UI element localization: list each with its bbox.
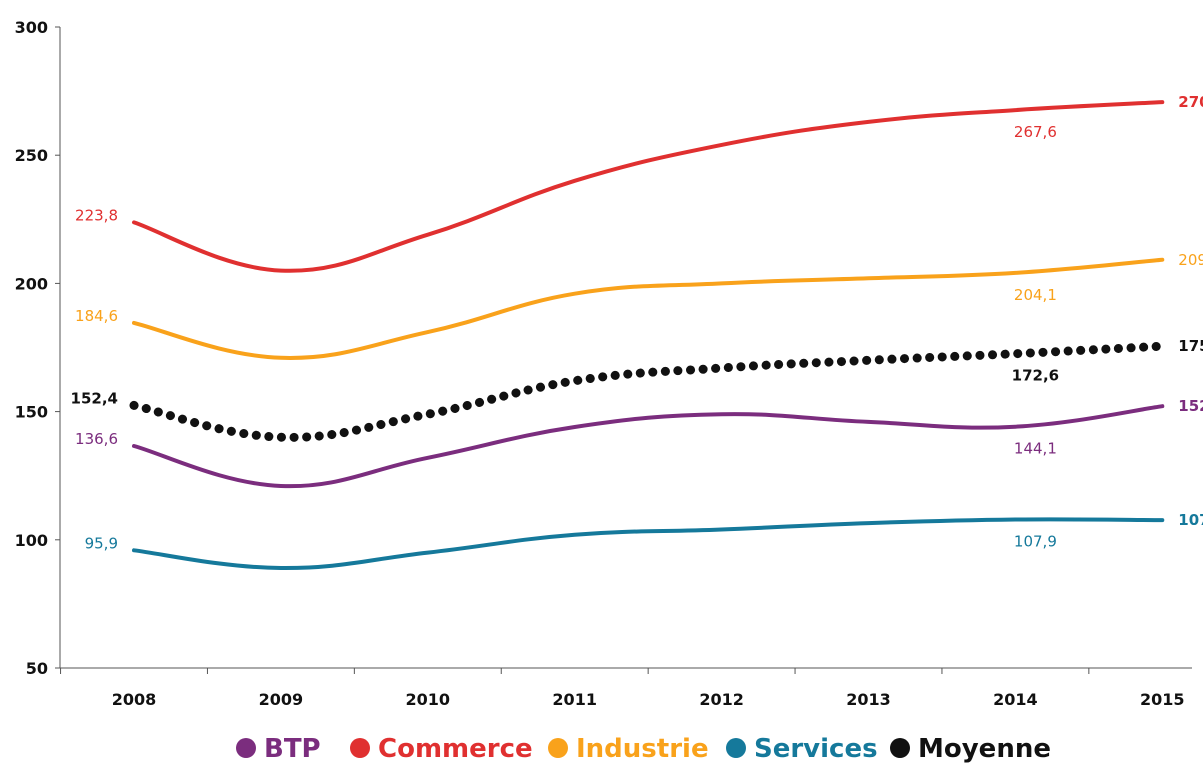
data-label-moyenne: 175,5 (1178, 337, 1203, 355)
legend-swatch (350, 738, 370, 758)
data-label-industrie: 204,1 (1014, 286, 1057, 304)
legend-item: Industrie (548, 734, 709, 764)
legend-item: Moyenne (890, 734, 1051, 764)
legend-label: Industrie (576, 734, 709, 764)
x-tick-label: 2010 (406, 690, 451, 709)
x-tick-label: 2009 (259, 690, 304, 709)
series-line-btp (132, 404, 1165, 489)
legend-label: Moyenne (918, 734, 1051, 764)
data-label-industrie: 184,6 (75, 307, 118, 325)
series-lines (129, 100, 1167, 571)
legend-swatch (726, 738, 746, 758)
x-tick-label: 2015 (1140, 690, 1185, 709)
y-tick-label: 50 (26, 659, 48, 678)
data-label-commerce: 267,6 (1014, 123, 1057, 141)
data-label-commerce: 223,8 (75, 206, 118, 224)
series-line-commerce (132, 100, 1165, 273)
y-tick-label: 100 (15, 531, 48, 550)
legend-item: Services (726, 734, 878, 764)
axes: 300 250 200 150 100 50 2008 2009 2010 2011 2012 201… (15, 18, 1192, 709)
y-tick-label: 250 (15, 146, 48, 165)
data-label-industrie: 209,2 (1178, 251, 1203, 269)
data-label-moyenne: 172,6 (1012, 367, 1059, 385)
data-label-btp: 144,1 (1014, 440, 1057, 458)
data-label-btp: 136,6 (75, 430, 118, 448)
y-tick-label: 200 (15, 274, 48, 293)
legend-label: Commerce (378, 734, 533, 764)
y-tick-label: 300 (15, 18, 48, 37)
data-label-services: 95,9 (85, 534, 118, 552)
legend-item: Commerce (350, 734, 533, 764)
legend-swatch (236, 738, 256, 758)
x-tick-label: 2011 (552, 690, 597, 709)
data-label-btp: 152,1 (1178, 397, 1203, 415)
legend-label: Services (754, 734, 878, 764)
data-label-moyenne: 152,4 (71, 389, 118, 407)
legend-label: BTP (264, 734, 321, 764)
series-line-industrie (132, 257, 1165, 360)
legend-swatch (548, 738, 568, 758)
x-tick-label: 2012 (699, 690, 744, 709)
data-label-services: 107,9 (1014, 533, 1057, 551)
series-line-services (132, 517, 1165, 571)
data-labels: 136,6 144,1 152,1 223,8 267,6 270,7 184,6 204,1… (71, 93, 1203, 552)
y-tick-label: 150 (15, 403, 48, 422)
x-tick-label: 2008 (112, 690, 157, 709)
data-label-commerce: 270,7 (1178, 93, 1203, 111)
legend-item: BTP (236, 734, 321, 764)
x-tick-label: 2013 (846, 690, 891, 709)
x-tick-label: 2014 (993, 690, 1038, 709)
legend-swatch (890, 738, 910, 758)
data-label-services: 107,7 (1178, 511, 1203, 529)
legend: BTP Commerce Industrie Services Moyenne (236, 734, 1051, 764)
series-line-moyenne (129, 341, 1167, 442)
